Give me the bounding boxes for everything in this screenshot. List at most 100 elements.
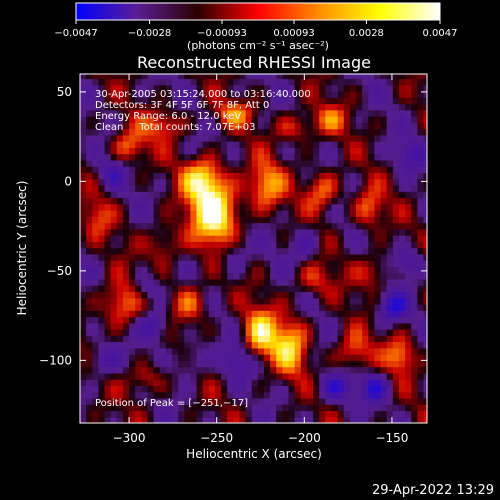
heatmap-cell [337, 216, 345, 224]
heatmap-cell [368, 253, 376, 261]
heatmap-cell [178, 116, 185, 123]
heatmap-cell [227, 153, 234, 161]
colorbar-tick-label: −0.0047 [54, 28, 97, 39]
heatmap-cell [122, 172, 130, 180]
heatmap-cell [343, 397, 351, 405]
heatmap-cell [221, 116, 228, 123]
heatmap-cell [129, 397, 136, 405]
heatmap-cell [245, 222, 253, 230]
heatmap-cell [306, 235, 314, 242]
heatmap-cell [147, 235, 155, 242]
heatmap-cell [239, 354, 247, 361]
heatmap-cell [104, 116, 112, 123]
heatmap-cell [380, 397, 388, 405]
heatmap-cell [202, 222, 210, 230]
heatmap-cell [270, 228, 277, 236]
heatmap-cell [337, 329, 345, 336]
heatmap-cell [294, 341, 302, 349]
heatmap-cell [276, 222, 284, 230]
heatmap-cell [104, 278, 112, 286]
heatmap-cell [306, 291, 314, 299]
heatmap-cell [239, 241, 247, 249]
heatmap-cell [380, 260, 388, 267]
heatmap-cell [392, 372, 400, 380]
heatmap-cell [411, 134, 418, 142]
heatmap-cell [104, 184, 112, 192]
heatmap-cell [80, 97, 87, 105]
heatmap-cell [306, 253, 314, 261]
heatmap-cell [227, 241, 234, 249]
heatmap-cell [319, 166, 326, 174]
heatmap-cell [356, 341, 363, 349]
heatmap-cell [405, 316, 412, 324]
heatmap-cell [153, 285, 161, 293]
heatmap-cell [159, 322, 167, 330]
heatmap-cell [398, 222, 406, 230]
heatmap-cell [423, 397, 427, 405]
heatmap-cell [423, 128, 427, 136]
heatmap-cell [423, 310, 427, 318]
heatmap-cell [239, 109, 247, 117]
heatmap-cell [257, 391, 265, 399]
heatmap-cell [196, 128, 204, 136]
heatmap-cell [270, 354, 277, 361]
heatmap-cell [386, 235, 394, 242]
heatmap-cell [135, 379, 142, 387]
heatmap-cell [233, 191, 241, 199]
heatmap-cell [92, 159, 99, 167]
heatmap-cell [172, 341, 179, 349]
heatmap-cell [337, 341, 345, 349]
heatmap-cell [398, 74, 406, 80]
heatmap-cell [294, 191, 302, 199]
heatmap-cell [251, 285, 259, 293]
heatmap-cell [110, 210, 118, 217]
heatmap-cell [276, 197, 284, 205]
heatmap-cell [405, 278, 412, 286]
heatmap-cell [190, 272, 198, 280]
heatmap-cell [325, 372, 333, 380]
heatmap-cell [214, 74, 222, 80]
heatmap-cell [141, 78, 149, 86]
heatmap-cell [368, 122, 376, 130]
heatmap-cell [264, 109, 271, 117]
heatmap-cell [116, 329, 124, 336]
heatmap-cell [362, 266, 369, 274]
heatmap-cell [343, 128, 351, 136]
heatmap-cell [380, 266, 388, 274]
heatmap-cell [153, 122, 161, 130]
heatmap-cell [227, 297, 234, 305]
heatmap-cell [80, 341, 87, 349]
heatmap-cell [190, 391, 198, 399]
heatmap-cell [245, 278, 253, 286]
heatmap-cell [251, 147, 259, 155]
heatmap-cell [417, 366, 425, 374]
heatmap-cell [239, 103, 247, 111]
heatmap-cell [172, 103, 179, 111]
heatmap-cell [98, 316, 106, 324]
heatmap-cell [190, 116, 198, 123]
heatmap-cell [343, 335, 351, 343]
heatmap-cell [190, 347, 198, 355]
y-tick-label: −100 [39, 353, 72, 367]
heatmap-cell [374, 191, 382, 199]
heatmap-cell [337, 147, 345, 155]
heatmap-cell [306, 228, 314, 236]
heatmap-cell [214, 228, 222, 236]
heatmap-cell [349, 360, 357, 368]
heatmap-cell [251, 172, 259, 180]
heatmap-cell [129, 128, 136, 136]
heatmap-cell [135, 291, 142, 299]
heatmap-cell [423, 159, 427, 167]
heatmap-cell [153, 278, 161, 286]
y-tick-label: 0 [64, 174, 72, 188]
heatmap-cell [405, 103, 412, 111]
heatmap-cell [221, 216, 228, 224]
heatmap-cell [172, 109, 179, 117]
heatmap-cell [92, 379, 99, 387]
heatmap-cell [92, 410, 99, 418]
heatmap-cell [147, 379, 155, 387]
heatmap-cell [374, 184, 382, 192]
heatmap-cell [386, 416, 394, 423]
heatmap-cell [129, 97, 136, 105]
heatmap-cell [343, 97, 351, 105]
